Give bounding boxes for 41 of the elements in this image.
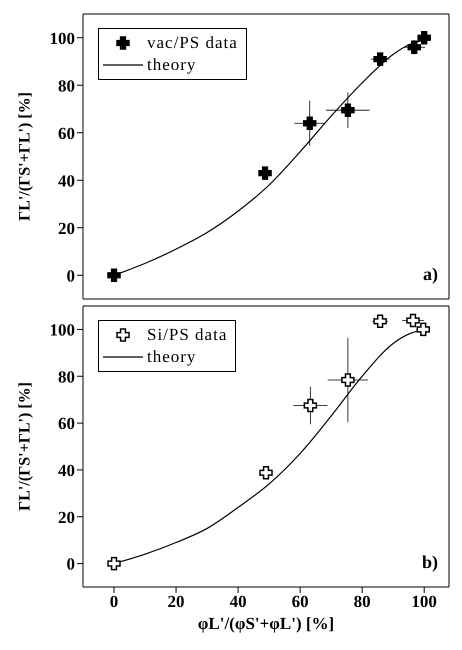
point (258, 166, 272, 180)
y-tick-label: 80 (58, 367, 75, 386)
legend-label: vac/PS data (147, 32, 238, 54)
annotation: a) (423, 264, 438, 285)
y-tick-label: 80 (58, 76, 75, 96)
y-tick-label: 60 (58, 124, 75, 143)
point (341, 103, 355, 117)
point (417, 31, 431, 44)
y-tick-label: 100 (50, 28, 75, 48)
y-tick-label: 20 (58, 508, 75, 527)
point (373, 52, 387, 66)
legend-label: theory (147, 346, 196, 368)
point (107, 556, 121, 570)
x-axis-title: φL'/(φS'+φL') [%] (198, 614, 334, 633)
point (341, 373, 355, 387)
x-tick-label: 80 (354, 592, 371, 612)
y-tick-label: 0 (66, 554, 75, 574)
x-tick-label: 60 (292, 592, 309, 612)
point (406, 314, 420, 328)
x-tick-label: 100 (411, 592, 437, 612)
point (373, 314, 387, 328)
annotation: b) (422, 552, 438, 573)
y-tick-label: 20 (58, 218, 75, 238)
legend-label: Si/PS data (147, 324, 228, 346)
point (304, 398, 318, 412)
y-tick-label: 40 (58, 460, 75, 480)
legend-label: theory (147, 54, 196, 76)
y-axis-title: ΓL'/(ΓS'+ΓL') [%] (16, 92, 34, 221)
y-tick-label: 0 (66, 266, 75, 286)
point (107, 268, 121, 282)
x-tick-label: 40 (230, 592, 247, 612)
y-axis-title: ΓL'/(ΓS'+ΓL') [%] (16, 382, 34, 511)
point (302, 116, 316, 130)
point (416, 322, 430, 336)
point (259, 466, 273, 480)
x-tick-label: 20 (168, 592, 185, 612)
y-tick-label: 60 (58, 414, 75, 434)
x-tick-label: 0 (110, 592, 118, 612)
y-tick-label: 40 (58, 171, 75, 190)
y-tick-label: 100 (50, 320, 75, 340)
point (408, 40, 422, 54)
